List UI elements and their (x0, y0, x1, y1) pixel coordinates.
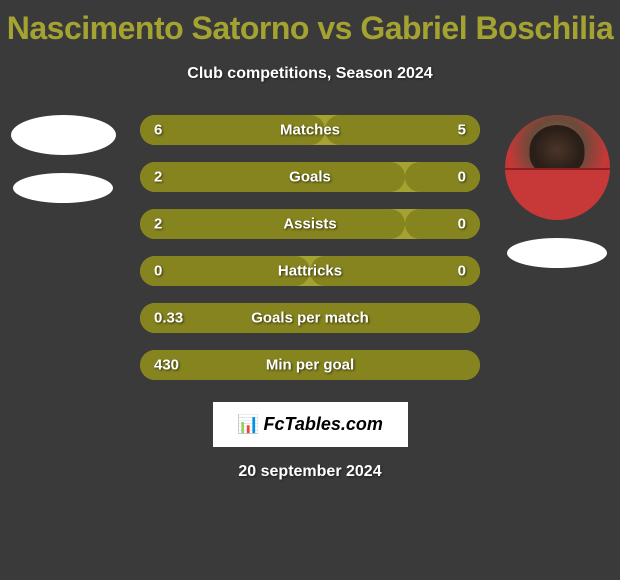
player-right-avatar (505, 115, 610, 220)
stat-label: Assists (283, 216, 336, 233)
player-left-column (8, 115, 118, 203)
stat-value-left: 2 (154, 169, 162, 186)
player-right-team-placeholder (507, 238, 607, 268)
stat-value-right: 0 (458, 216, 466, 233)
stat-row-goals: 2 Goals 0 (140, 162, 480, 192)
player-right-column (502, 115, 612, 268)
stat-value-right: 0 (458, 263, 466, 280)
stat-bar-right (405, 209, 480, 239)
logo-box: 📊FcTables.com (213, 402, 408, 447)
stat-value-right: 5 (458, 122, 466, 139)
stat-label: Goals (289, 169, 331, 186)
stat-bar-right (405, 162, 480, 192)
stat-value-left: 0 (154, 263, 162, 280)
stat-row-goals-per-match: 0.33 Goals per match (140, 303, 480, 333)
stats-table: 6 Matches 5 2 Goals 0 2 Assists 0 0 Hatt… (140, 115, 480, 397)
stat-label: Matches (280, 122, 340, 139)
footer-date: 20 september 2024 (0, 463, 620, 481)
stat-label: Hattricks (278, 263, 342, 280)
stat-bar-left (140, 209, 405, 239)
comparison-content: 6 Matches 5 2 Goals 0 2 Assists 0 0 Hatt… (0, 115, 620, 397)
stat-row-matches: 6 Matches 5 (140, 115, 480, 145)
stat-row-min-per-goal: 430 Min per goal (140, 350, 480, 380)
logo-text: 📊FcTables.com (237, 414, 383, 435)
stat-bar-left (140, 162, 405, 192)
stat-label: Goals per match (251, 310, 369, 327)
player-left-avatar-placeholder (11, 115, 116, 155)
stat-row-hattricks: 0 Hattricks 0 (140, 256, 480, 286)
subtitle: Club competitions, Season 2024 (0, 65, 620, 83)
stat-value-left: 6 (154, 122, 162, 139)
stat-value-right: 0 (458, 169, 466, 186)
stat-label: Min per goal (266, 357, 354, 374)
stat-value-left: 2 (154, 216, 162, 233)
stat-value-left: 0.33 (154, 310, 183, 327)
stat-row-assists: 2 Assists 0 (140, 209, 480, 239)
stat-value-left: 430 (154, 357, 179, 374)
page-title: Nascimento Satorno vs Gabriel Boschilia (0, 0, 620, 47)
player-left-team-placeholder (13, 173, 113, 203)
chart-icon: 📊 (237, 414, 259, 435)
